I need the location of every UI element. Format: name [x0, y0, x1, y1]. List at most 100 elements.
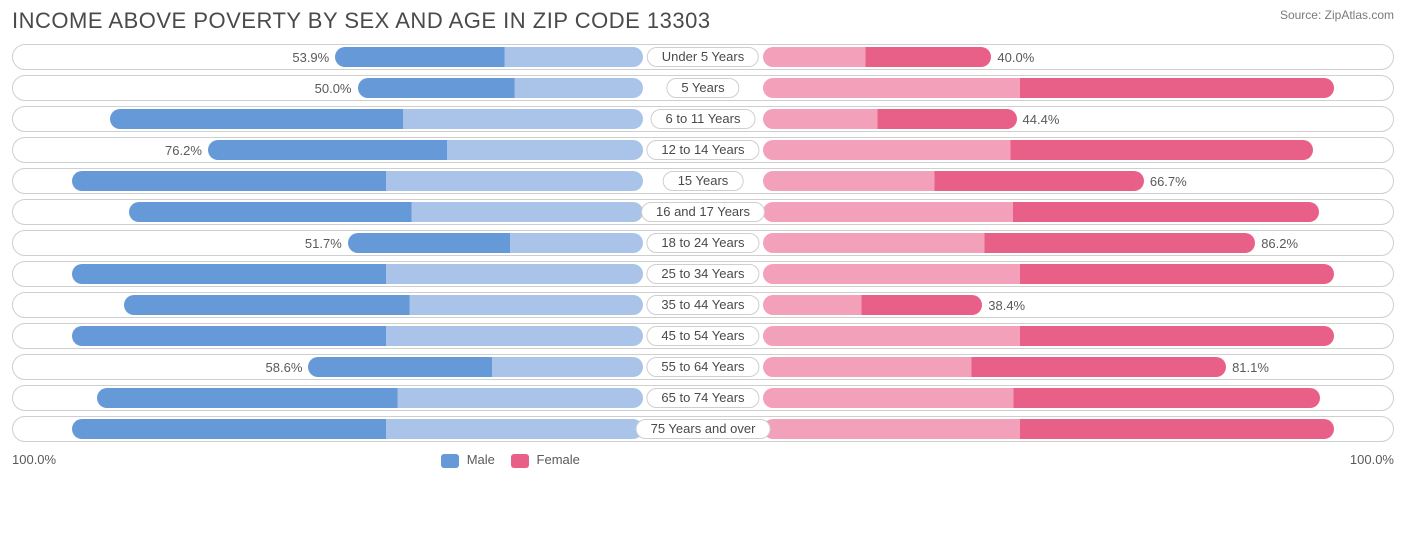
legend-male: Male [441, 452, 495, 468]
male-value-label: 100.0% [21, 169, 65, 193]
age-group-label: 75 Years and over [636, 419, 771, 439]
chart-container: INCOME ABOVE POVERTY BY SEX AND AGE IN Z… [0, 0, 1406, 478]
female-value-label: 44.4% [1023, 107, 1060, 131]
female-bar [763, 47, 991, 67]
legend-label-male: Male [467, 452, 495, 467]
age-group-label: 12 to 14 Years [646, 140, 759, 160]
male-value-label: 90.0% [21, 200, 58, 224]
male-half: 93.3% [13, 107, 703, 131]
age-group-label: 6 to 11 Years [651, 109, 756, 129]
male-bar [124, 295, 643, 315]
male-value-label: 76.2% [165, 138, 202, 162]
female-half: 66.7% [703, 169, 1393, 193]
age-group-label: 35 to 44 Years [646, 295, 759, 315]
male-bar [208, 140, 643, 160]
male-bar [308, 357, 643, 377]
female-bar [763, 264, 1334, 284]
legend-label-female: Female [537, 452, 580, 467]
male-half: 51.7% [13, 231, 703, 255]
male-value-label: 58.6% [266, 355, 303, 379]
age-group-label: 55 to 64 Years [646, 357, 759, 377]
male-half: 90.0% [13, 200, 703, 224]
female-half: 86.2% [703, 231, 1393, 255]
age-group-label: 15 Years [663, 171, 744, 191]
chart-footer: 100.0% Male Female 100.0% [12, 452, 1394, 468]
male-half: 100.0% [13, 324, 703, 348]
female-half: 38.4% [703, 293, 1393, 317]
male-bar [72, 171, 643, 191]
female-bar [763, 419, 1334, 439]
female-half: 81.1% [703, 355, 1393, 379]
female-half: 40.0% [703, 45, 1393, 69]
male-half: 100.0% [13, 262, 703, 286]
female-value-label: 40.0% [997, 45, 1034, 69]
chart-row: 90.9% 38.4% 35 to 44 Years [12, 292, 1394, 318]
chart-row: 50.0% 100.0% 5 Years [12, 75, 1394, 101]
male-half: 50.0% [13, 76, 703, 100]
female-bar [763, 109, 1017, 129]
male-value-label: 100.0% [21, 262, 65, 286]
female-value-label: 100.0% [1341, 262, 1385, 286]
chart-row: 93.3% 44.4% 6 to 11 Years [12, 106, 1394, 132]
female-bar [763, 326, 1334, 346]
male-half: 58.6% [13, 355, 703, 379]
male-bar [72, 264, 643, 284]
age-group-label: 18 to 24 Years [646, 233, 759, 253]
axis-label-left: 100.0% [12, 452, 56, 467]
female-half: 100.0% [703, 76, 1393, 100]
female-value-label: 100.0% [1341, 324, 1385, 348]
male-bar [110, 109, 643, 129]
female-value-label: 96.3% [1348, 138, 1385, 162]
female-bar [763, 295, 982, 315]
female-half: 97.4% [703, 200, 1393, 224]
male-bar [72, 419, 643, 439]
legend-swatch-male [441, 454, 459, 468]
age-group-label: 45 to 54 Years [646, 326, 759, 346]
female-value-label: 100.0% [1341, 76, 1385, 100]
legend: Male Female [441, 452, 580, 468]
chart-row: 58.6% 81.1% 55 to 64 Years [12, 354, 1394, 380]
female-bar [763, 233, 1255, 253]
female-bar [763, 171, 1144, 191]
female-value-label: 100.0% [1341, 417, 1385, 441]
chart-title: INCOME ABOVE POVERTY BY SEX AND AGE IN Z… [12, 8, 711, 34]
chart-row: 90.0% 97.4% 16 and 17 Years [12, 199, 1394, 225]
female-value-label: 97.5% [1348, 386, 1385, 410]
male-bar [72, 326, 643, 346]
chart-rows: 53.9%40.0%Under 5 Years50.0%100.0%5 Year… [12, 44, 1394, 442]
female-half: 97.5% [703, 386, 1393, 410]
legend-swatch-female [511, 454, 529, 468]
chart-row: 53.9%40.0%Under 5 Years [12, 44, 1394, 70]
male-bar [348, 233, 643, 253]
female-half: 96.3% [703, 138, 1393, 162]
chart-row: 100.0% 66.7%15 Years [12, 168, 1394, 194]
male-value-label: 50.0% [315, 76, 352, 100]
chart-row: 100.0% 100.0% 45 to 54 Years [12, 323, 1394, 349]
female-half: 100.0% [703, 262, 1393, 286]
chart-row: 100.0%100.0%75 Years and over [12, 416, 1394, 442]
male-half: 76.2% [13, 138, 703, 162]
male-half: 90.9% [13, 293, 703, 317]
legend-female: Female [511, 452, 580, 468]
female-half: 44.4% [703, 107, 1393, 131]
chart-row: 100.0%100.0%25 to 34 Years [12, 261, 1394, 287]
male-value-label: 100.0% [21, 324, 65, 348]
male-value-label: 95.7% [21, 386, 58, 410]
male-half: 53.9% [13, 45, 703, 69]
female-bar [763, 78, 1334, 98]
age-group-label: 5 Years [666, 78, 739, 98]
male-half: 100.0% [13, 417, 703, 441]
female-bar [763, 388, 1320, 408]
male-bar [129, 202, 643, 222]
male-bar [97, 388, 643, 408]
female-value-label: 97.4% [1348, 200, 1385, 224]
male-value-label: 53.9% [292, 45, 329, 69]
female-bar [763, 140, 1313, 160]
chart-row: 95.7%97.5%65 to 74 Years [12, 385, 1394, 411]
female-bar [763, 202, 1319, 222]
male-bar [358, 78, 644, 98]
female-value-label: 81.1% [1232, 355, 1269, 379]
female-value-label: 38.4% [988, 293, 1025, 317]
source-attribution: Source: ZipAtlas.com [1280, 8, 1394, 22]
age-group-label: 16 and 17 Years [641, 202, 765, 222]
